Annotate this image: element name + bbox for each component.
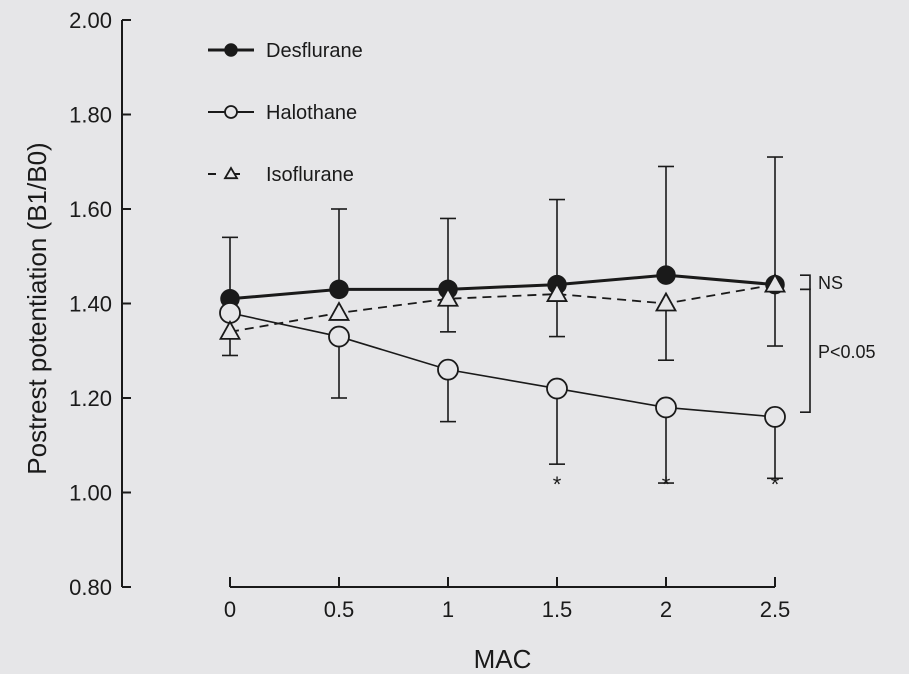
data-point-halothane xyxy=(546,377,568,400)
data-point-isoflurane xyxy=(218,320,242,340)
y-axis-title: Postrest potentiation (B1/B0) xyxy=(22,142,52,474)
data-point-desflurane xyxy=(329,279,349,300)
x-tick-label: 0.5 xyxy=(324,597,355,622)
data-point-isoflurane xyxy=(654,291,678,312)
y-tick-label: 1.80 xyxy=(69,103,112,128)
x-tick-label: 0 xyxy=(224,597,236,622)
series-halothane-points xyxy=(219,302,786,428)
legend-label: Desflurane xyxy=(266,40,363,62)
y-tick-label: 0.80 xyxy=(69,575,112,600)
data-point-halothane xyxy=(219,302,241,324)
series-isoflurane-points xyxy=(218,272,787,340)
data-point-halothane xyxy=(655,396,677,419)
bracket-line xyxy=(800,288,811,413)
significance-asterisk: * xyxy=(553,472,562,497)
y-tick-label: 2.00 xyxy=(69,8,112,33)
x-tick-label: 1 xyxy=(442,597,454,622)
legend-marker xyxy=(224,105,238,119)
series-halothane-line xyxy=(229,312,776,418)
series-desflurane-errorbars xyxy=(222,156,783,357)
series-halothane-errorbars xyxy=(331,336,783,484)
series-isoflurane-errorbars xyxy=(440,284,783,362)
data-point-isoflurane xyxy=(545,282,569,302)
legend-item-halothane: Halothane xyxy=(208,102,357,124)
data-point-isoflurane xyxy=(763,272,787,293)
legend-item-desflurane: Desflurane xyxy=(208,40,363,62)
data-point-isoflurane xyxy=(327,301,351,321)
legend: Desflurane Halothane Isoflurane xyxy=(208,40,363,186)
bracket-label: NS xyxy=(818,273,843,293)
series-desflurane-line xyxy=(229,273,776,301)
significance-asterisk: * xyxy=(771,472,780,497)
bracket-p-value: P<0.05 xyxy=(800,288,876,413)
data-point-desflurane xyxy=(656,265,676,285)
bracket-line xyxy=(800,274,811,291)
data-point-halothane xyxy=(328,325,350,348)
data-point-isoflurane xyxy=(436,286,460,307)
data-point-halothane xyxy=(437,358,459,381)
x-tick-label: 1.5 xyxy=(542,597,573,622)
significance-asterisk: * xyxy=(662,472,671,497)
axes: 0.80 1.00 1.20 1.40 1.60 1.80 2.00 0 0.5 1 1.5 2 2.5 xyxy=(69,8,790,622)
legend-item-isoflurane: Isoflurane xyxy=(208,164,354,186)
x-tick-label: 2 xyxy=(660,597,672,622)
series-isoflurane-line xyxy=(229,283,776,333)
data-point-halothane xyxy=(764,405,786,428)
series-layer xyxy=(218,156,787,484)
annotations: * * * NS P<0.05 xyxy=(553,273,876,497)
x-tick-label: 2.5 xyxy=(760,597,791,622)
y-tick-label: 1.20 xyxy=(69,386,112,411)
bracket-label: P<0.05 xyxy=(818,342,876,362)
x-axis-title: MAC xyxy=(474,644,532,674)
y-tick-label: 1.00 xyxy=(69,481,112,506)
bracket-ns: NS xyxy=(800,273,843,293)
y-tick-label: 1.60 xyxy=(69,197,112,222)
legend-marker xyxy=(223,166,239,180)
legend-marker xyxy=(224,43,238,57)
legend-label: Halothane xyxy=(266,102,357,124)
y-tick-label: 1.40 xyxy=(69,292,112,317)
legend-label: Isoflurane xyxy=(266,164,354,186)
